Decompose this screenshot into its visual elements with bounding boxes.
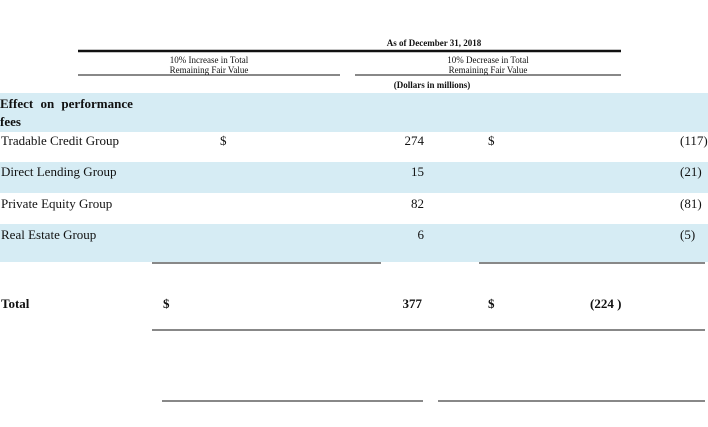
cell: Tradable Credit Group: [1, 133, 119, 148]
cell: $: [488, 133, 495, 148]
cell: $: [488, 296, 495, 311]
cell: $: [163, 296, 170, 311]
cell: $: [220, 133, 227, 148]
cell: Real Estate Group: [1, 227, 96, 242]
cell: (117): [680, 133, 708, 148]
cell: Direct Lending Group: [1, 164, 117, 179]
cell: (5): [680, 227, 695, 242]
band: [0, 93, 708, 132]
column-header: 10% Increase in Total Remaining Fair Valu…: [170, 55, 249, 75]
section-wrap: Effect on performance fees: [0, 96, 133, 129]
cell: 377: [403, 296, 423, 311]
cell: Private Equity Group: [1, 196, 112, 211]
cell: 15: [411, 164, 424, 179]
date-header: As of December 31, 2018: [387, 38, 482, 48]
cell: (21): [680, 164, 702, 179]
band: [0, 224, 708, 262]
cell: (81): [680, 196, 702, 211]
cell: 6: [418, 227, 425, 242]
cell: (224 ): [590, 296, 621, 311]
cell: 82: [411, 196, 424, 211]
units: (Dollars in millions): [394, 80, 471, 90]
cell: Total: [1, 296, 30, 311]
cell: 274: [405, 133, 425, 148]
band: [0, 162, 708, 193]
column-header: 10% Decrease in Total Remaining Fair Valu…: [447, 55, 529, 75]
section-label: Effect on performance fees: [0, 96, 133, 129]
